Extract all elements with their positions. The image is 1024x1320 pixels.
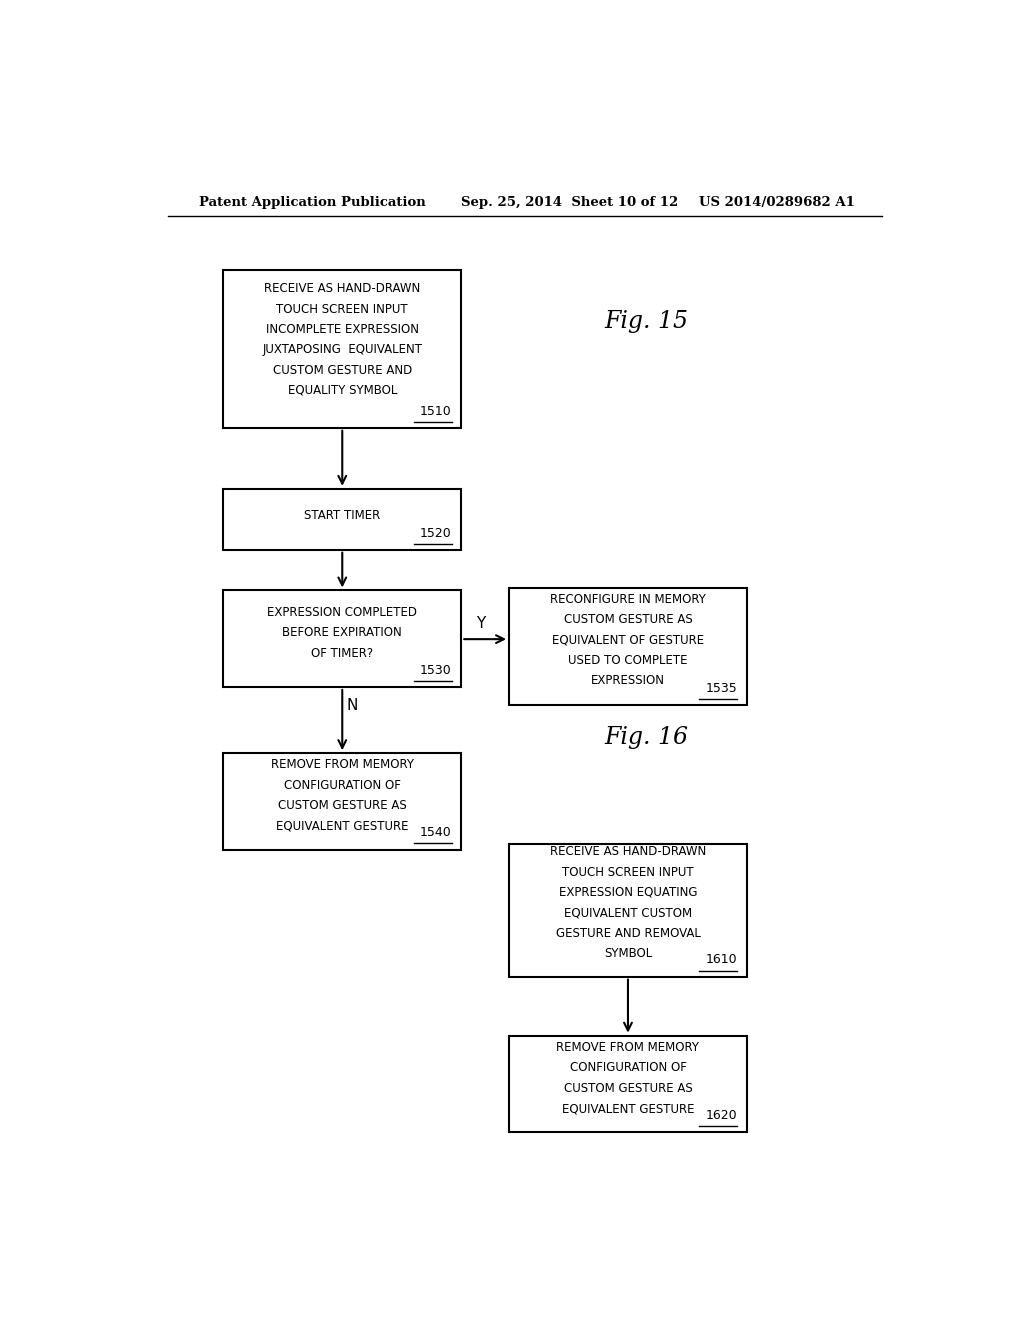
Text: RECONFIGURE IN MEMORY: RECONFIGURE IN MEMORY	[550, 593, 706, 606]
Text: CUSTOM GESTURE AS: CUSTOM GESTURE AS	[278, 799, 407, 812]
Bar	[509, 845, 748, 977]
Bar	[509, 589, 748, 705]
Text: CONFIGURATION OF: CONFIGURATION OF	[284, 779, 400, 792]
Text: 1540: 1540	[420, 826, 452, 840]
Text: CONFIGURATION OF: CONFIGURATION OF	[569, 1061, 686, 1074]
Text: 1530: 1530	[420, 664, 452, 677]
Text: JUXTAPOSING  EQUIVALENT: JUXTAPOSING EQUIVALENT	[262, 343, 422, 356]
Text: 1610: 1610	[706, 953, 737, 966]
Bar	[223, 488, 461, 549]
Text: 1620: 1620	[706, 1109, 737, 1122]
Text: EQUIVALENT GESTURE: EQUIVALENT GESTURE	[276, 820, 409, 833]
Text: EQUIVALENT CUSTOM: EQUIVALENT CUSTOM	[564, 907, 692, 919]
Text: EXPRESSION: EXPRESSION	[591, 675, 665, 686]
Text: Y: Y	[476, 616, 485, 631]
Text: EQUALITY SYMBOL: EQUALITY SYMBOL	[288, 384, 397, 397]
Text: REMOVE FROM MEMORY: REMOVE FROM MEMORY	[556, 1041, 699, 1055]
Text: 1510: 1510	[420, 405, 452, 417]
Text: Fig. 15: Fig. 15	[604, 309, 688, 333]
Bar	[223, 752, 461, 850]
Text: CUSTOM GESTURE AS: CUSTOM GESTURE AS	[563, 612, 692, 626]
Text: USED TO COMPLETE: USED TO COMPLETE	[568, 653, 688, 667]
Text: EQUIVALENT OF GESTURE: EQUIVALENT OF GESTURE	[552, 634, 705, 647]
Text: 1535: 1535	[706, 682, 737, 696]
Text: BEFORE EXPIRATION: BEFORE EXPIRATION	[283, 627, 402, 639]
Text: START TIMER: START TIMER	[304, 510, 380, 523]
Text: EXPRESSION EQUATING: EXPRESSION EQUATING	[559, 886, 697, 899]
Text: TOUCH SCREEN INPUT: TOUCH SCREEN INPUT	[276, 302, 409, 315]
Text: EQUIVALENT GESTURE: EQUIVALENT GESTURE	[562, 1102, 694, 1115]
Text: GESTURE AND REMOVAL: GESTURE AND REMOVAL	[556, 927, 700, 940]
Text: SYMBOL: SYMBOL	[604, 946, 652, 960]
Text: INCOMPLETE EXPRESSION: INCOMPLETE EXPRESSION	[266, 323, 419, 335]
Bar	[509, 1036, 748, 1133]
Bar	[223, 590, 461, 686]
Text: 1520: 1520	[420, 527, 452, 540]
Text: CUSTOM GESTURE AS: CUSTOM GESTURE AS	[563, 1081, 692, 1094]
Text: OF TIMER?: OF TIMER?	[311, 647, 374, 660]
Text: Fig. 16: Fig. 16	[604, 726, 688, 750]
Text: CUSTOM GESTURE AND: CUSTOM GESTURE AND	[272, 363, 412, 376]
Text: EXPRESSION COMPLETED: EXPRESSION COMPLETED	[267, 606, 417, 619]
Bar	[223, 271, 461, 428]
Text: RECEIVE AS HAND-DRAWN: RECEIVE AS HAND-DRAWN	[550, 845, 707, 858]
Text: US 2014/0289682 A1: US 2014/0289682 A1	[699, 195, 855, 209]
Text: RECEIVE AS HAND-DRAWN: RECEIVE AS HAND-DRAWN	[264, 282, 421, 296]
Text: TOUCH SCREEN INPUT: TOUCH SCREEN INPUT	[562, 866, 694, 879]
Text: N: N	[346, 698, 357, 713]
Text: Sep. 25, 2014  Sheet 10 of 12: Sep. 25, 2014 Sheet 10 of 12	[461, 195, 679, 209]
Text: REMOVE FROM MEMORY: REMOVE FROM MEMORY	[270, 759, 414, 771]
Text: Patent Application Publication: Patent Application Publication	[200, 195, 426, 209]
